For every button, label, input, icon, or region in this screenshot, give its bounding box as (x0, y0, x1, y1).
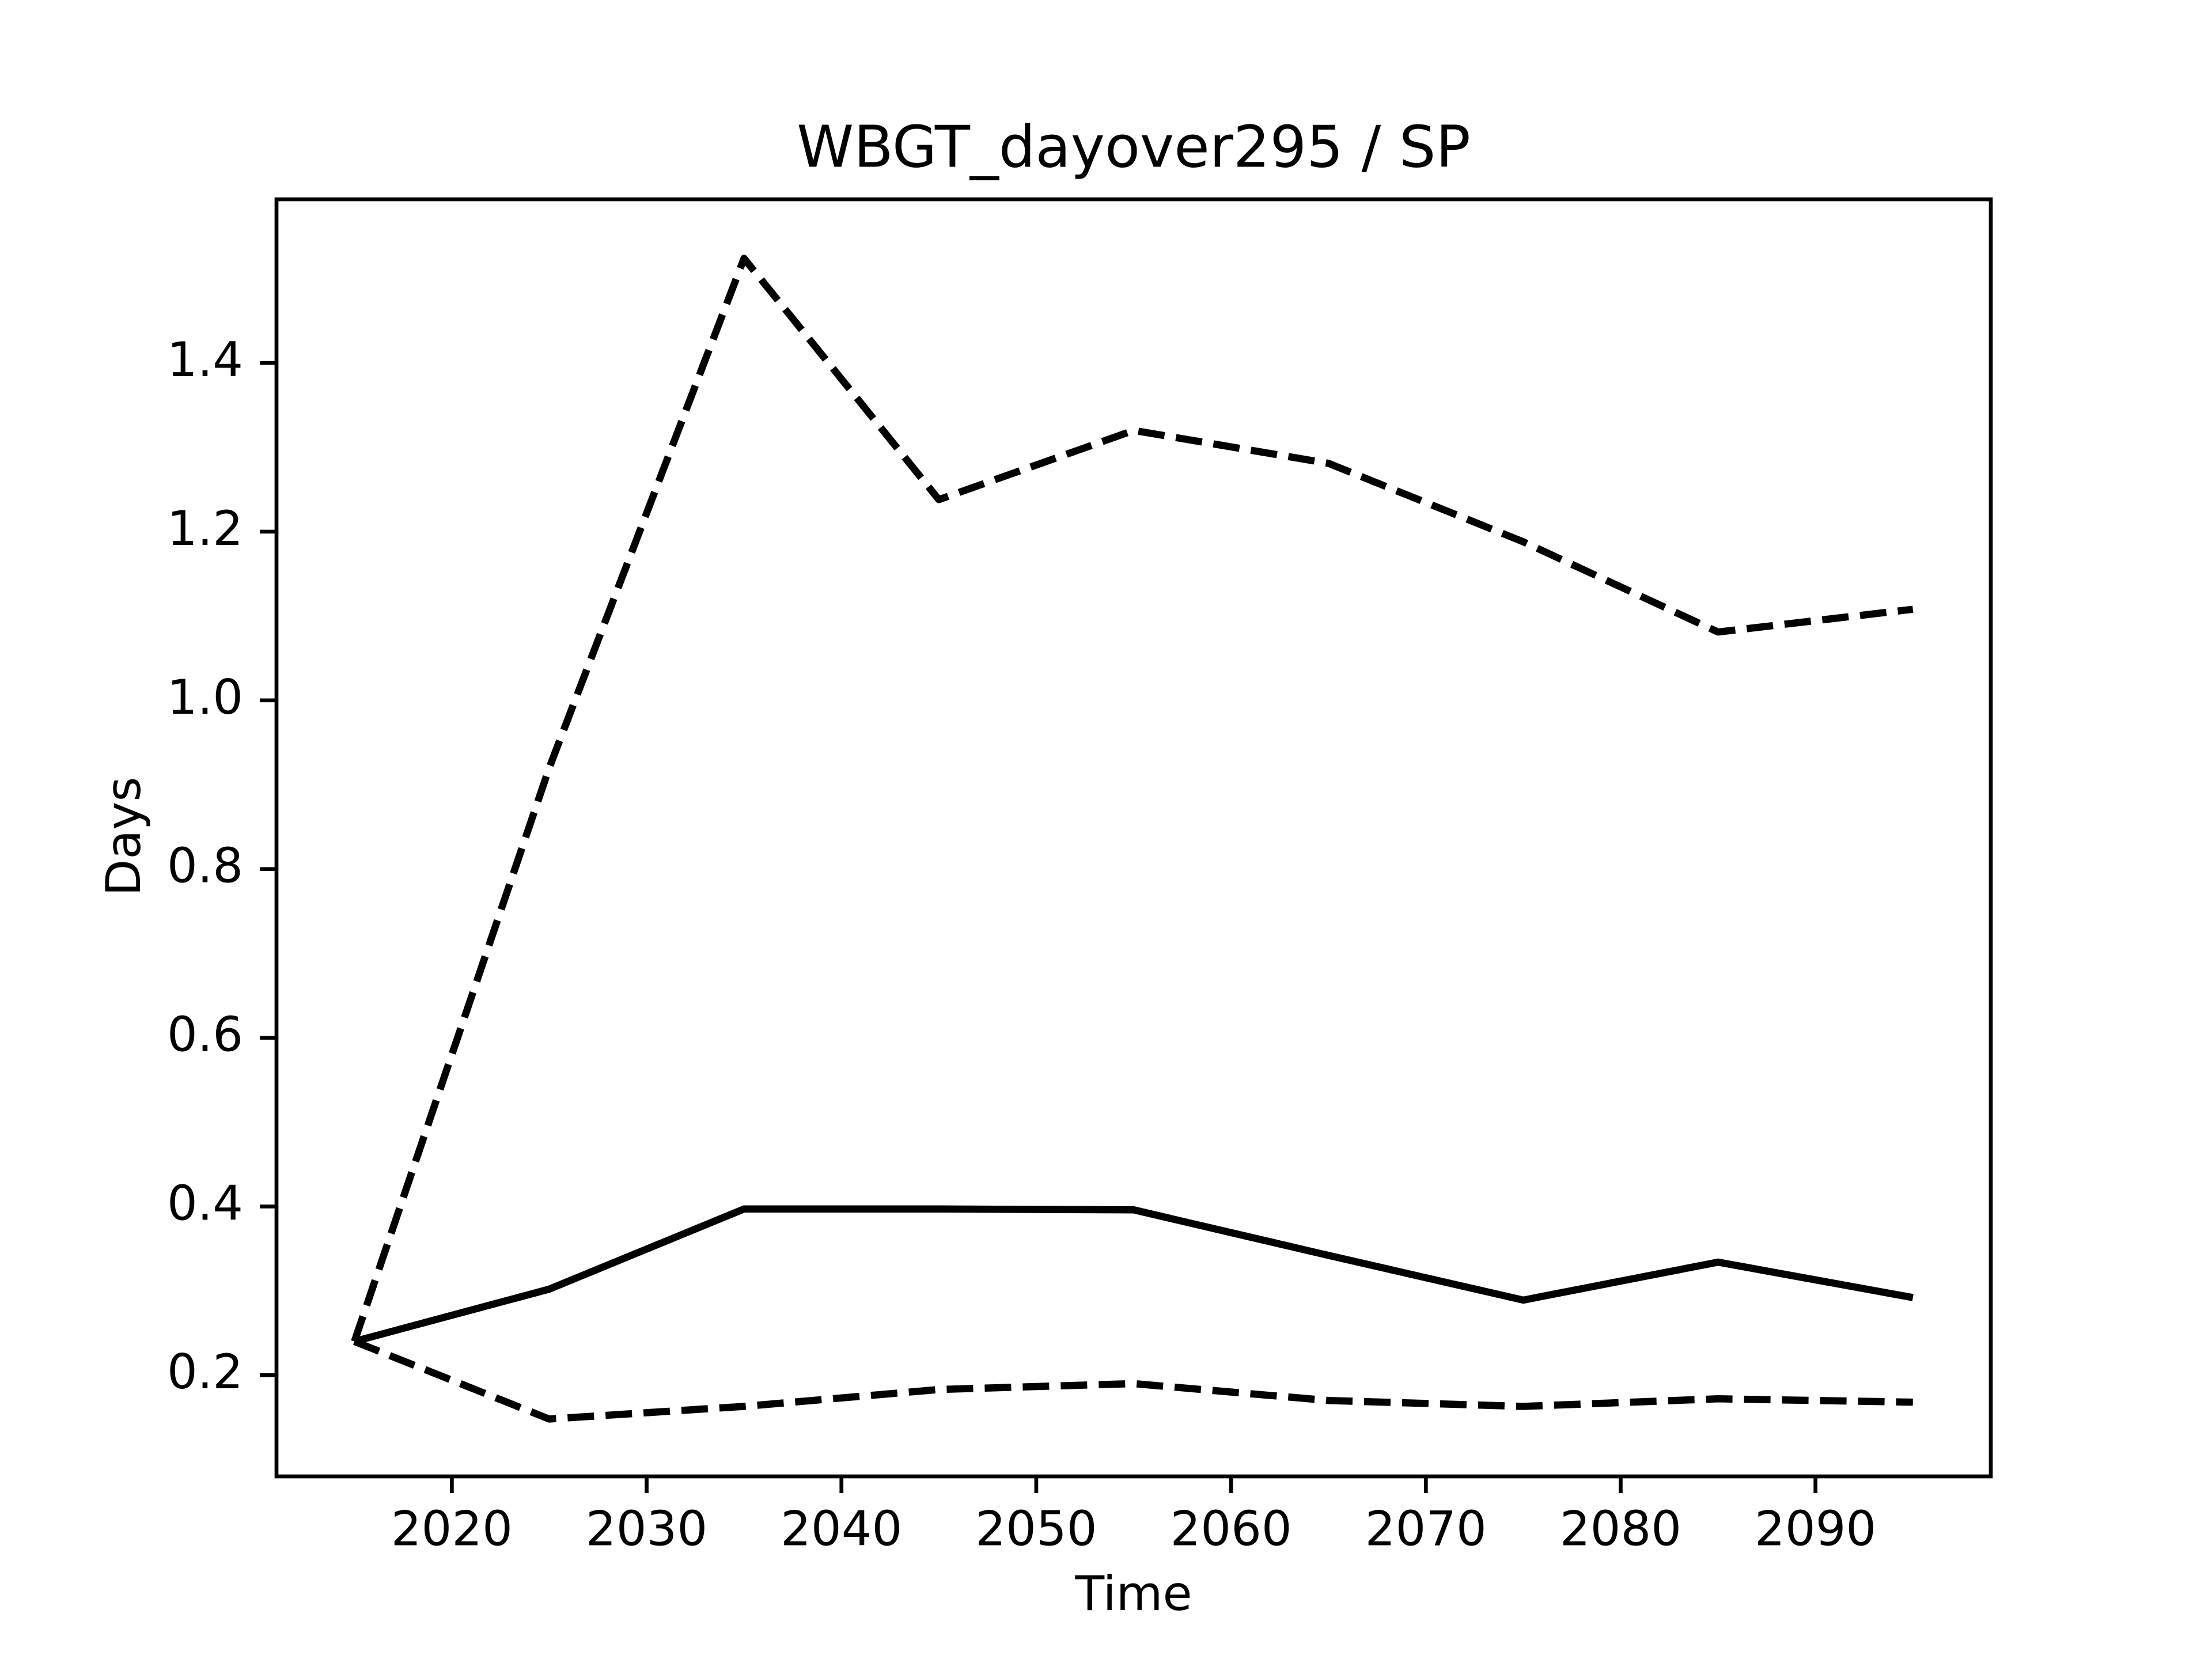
data-line (351, 255, 1914, 1343)
y-tick-label: 1.2 (167, 501, 243, 556)
y-tick-label: 0.2 (167, 1344, 243, 1400)
x-tick-label: 2070 (1365, 1501, 1487, 1557)
x-tick-label: 2040 (781, 1501, 902, 1557)
x-tick-label: 2050 (975, 1501, 1097, 1557)
y-tick-label: 0.8 (167, 838, 243, 894)
x-tick-label: 2060 (1170, 1501, 1291, 1557)
data-line (353, 1338, 1913, 1423)
y-tick-label: 1.0 (167, 669, 243, 725)
chart-title: WBGT_dayover295 / SP (797, 113, 1471, 180)
y-tick-label: 1.4 (167, 332, 243, 388)
y-tick-label: 0.6 (167, 1006, 243, 1062)
x-tick-label: 2020 (391, 1501, 513, 1557)
data-line (353, 1205, 1914, 1345)
x-tick-label: 2090 (1755, 1501, 1876, 1557)
plot-frame (274, 197, 1993, 1479)
x-axis-label: Time (1074, 1566, 1192, 1622)
y-axis-label: Days (96, 777, 151, 896)
x-tick-label: 2080 (1560, 1501, 1681, 1557)
x-tick-label: 2030 (586, 1501, 707, 1557)
y-tick-label: 0.4 (167, 1175, 243, 1231)
